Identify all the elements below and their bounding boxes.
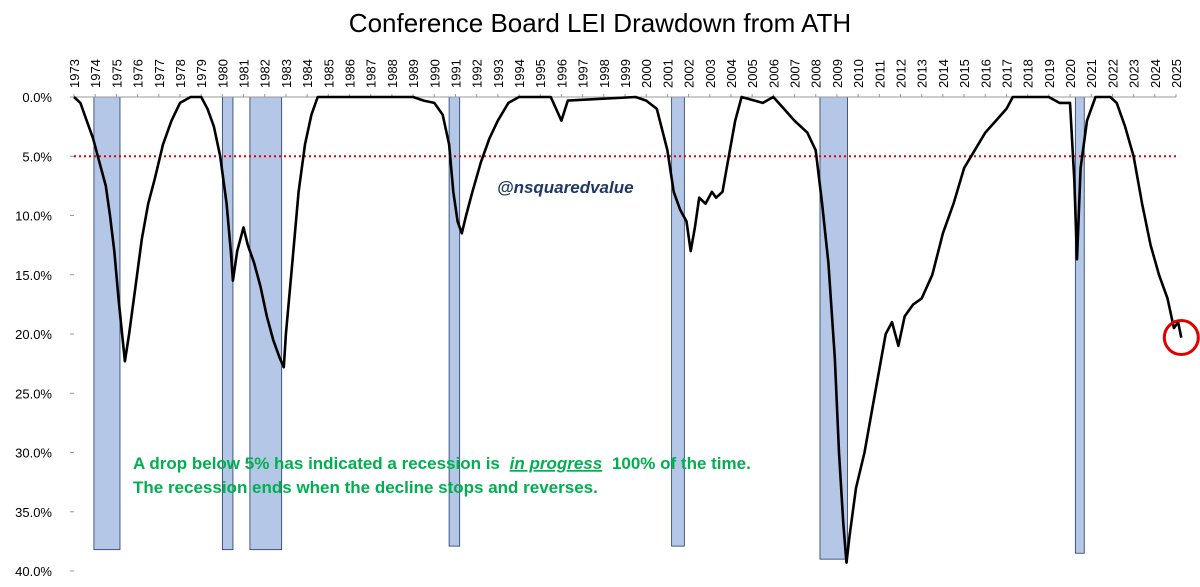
x-tick-label: 2021: [1084, 59, 1099, 88]
chart-title: Conference Board LEI Drawdown from ATH: [349, 8, 851, 38]
x-tick-label: 1982: [258, 59, 273, 88]
x-tick-label: 1984: [300, 59, 315, 88]
x-tick-label: 1980: [215, 59, 230, 88]
x-tick-label: 2003: [703, 59, 718, 88]
x-tick-label: 1999: [618, 59, 633, 88]
annotation-text: The recession ends when the decline stop…: [133, 478, 598, 497]
x-tick-label: 1986: [343, 59, 358, 88]
x-tick-label: 2006: [766, 59, 781, 88]
y-tick-label: 10.0%: [15, 209, 52, 224]
y-tick-label: 40.0%: [15, 564, 52, 579]
x-tick-label: 2023: [1127, 59, 1142, 88]
recession-bar: [93, 96, 121, 551]
x-tick-label: 1995: [533, 59, 548, 88]
watermark: @nsquaredvalue: [497, 178, 634, 197]
x-tick-label: 1988: [385, 59, 400, 88]
highlight-circle: [1162, 319, 1200, 357]
annotation-text: 100% of the time.: [612, 454, 751, 473]
x-tick-label: 1993: [491, 59, 506, 88]
x-tick-label: 2008: [809, 59, 824, 88]
x-tick-label: 1987: [364, 59, 379, 88]
x-tick-label: 1978: [173, 59, 188, 88]
x-tick-label: 2001: [660, 59, 675, 88]
x-tick-label: 2000: [639, 59, 654, 88]
x-tick-label: 2012: [894, 59, 909, 88]
annotation-emphasis: in progress: [510, 454, 603, 473]
x-tick-label: 2025: [1169, 59, 1184, 88]
y-tick-label: 20.0%: [15, 327, 52, 342]
x-tick-label: 2020: [1063, 59, 1078, 88]
x-tick-label: 2002: [682, 59, 697, 88]
x-tick-label: 2019: [1042, 59, 1057, 88]
x-tick-label: 1979: [194, 59, 209, 88]
x-tick-label: 1998: [597, 59, 612, 88]
annotation: A drop below 5% has indicated a recessio…: [133, 454, 751, 473]
x-tick-label: 1976: [131, 59, 146, 88]
x-tick-label: 1974: [88, 59, 103, 88]
x-tick-label: 1989: [406, 59, 421, 88]
data-line: [73, 95, 1183, 564]
x-tick-label: 1991: [448, 59, 463, 88]
x-tick-label: 2024: [1148, 59, 1163, 88]
x-tick-label: 2004: [724, 59, 739, 88]
y-tick-label: 25.0%: [15, 386, 52, 401]
x-tick-label: 1983: [279, 59, 294, 88]
x-tick-label: 1990: [427, 59, 442, 88]
x-tick-label: 2016: [978, 59, 993, 88]
x-tick-label: 2007: [788, 59, 803, 88]
x-tick-label: 1977: [152, 59, 167, 88]
x-tick-label: 2022: [1105, 59, 1120, 88]
x-tick-label: 2011: [872, 60, 887, 88]
recession-bar: [249, 96, 283, 551]
y-tick-label: 30.0%: [15, 446, 52, 461]
x-tick-label: 1973: [67, 59, 82, 88]
x-tick-label: 1981: [237, 59, 252, 88]
x-tick-label: 1996: [554, 59, 569, 88]
y-tick-label: 0.0%: [22, 90, 52, 105]
recession-bar: [671, 96, 685, 547]
annotation-text: A drop below 5% has indicated a recessio…: [133, 454, 500, 473]
x-tick-label: 1992: [470, 59, 485, 88]
x-tick-label: 1994: [512, 59, 527, 88]
x-tick-label: 2013: [915, 59, 930, 88]
x-tick-label: 2005: [745, 59, 760, 88]
y-tick-label: 5.0%: [22, 149, 52, 164]
x-tick-label: 2018: [1021, 59, 1036, 88]
x-tick-label: 2009: [830, 59, 845, 88]
x-tick-label: 1997: [576, 59, 591, 88]
x-tick-label: 2017: [999, 59, 1014, 88]
x-tick-label: 2014: [936, 59, 951, 88]
x-tick-label: 1985: [321, 59, 336, 88]
x-tick-label: 2015: [957, 59, 972, 88]
x-tick-label: 1975: [109, 59, 124, 88]
x-tick-label: 2010: [851, 59, 866, 88]
y-tick-label: 35.0%: [15, 505, 52, 520]
y-tick-label: 15.0%: [15, 268, 52, 283]
